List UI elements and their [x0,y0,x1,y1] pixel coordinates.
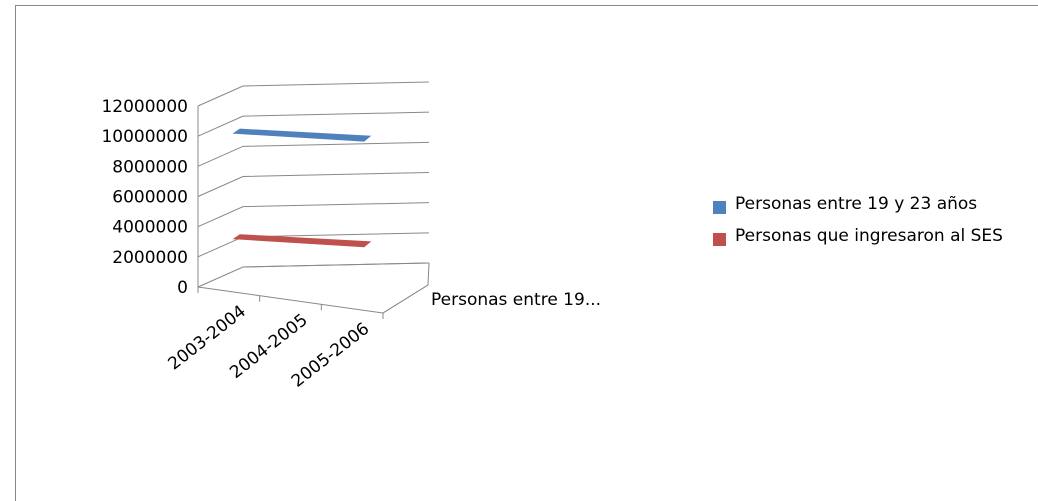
y-tick-label: 6000000 [112,188,188,208]
series-line-1 [232,128,372,142]
y-tick-label: 8000000 [112,157,188,177]
legend-item-series-1: Personas entre 19 y 23 años [713,193,1033,215]
gridline [197,202,430,228]
legend-swatch-red [713,233,726,246]
legend-item-series-2: Personas que ingresaron al SES [713,225,1033,247]
floor-right-edge [427,262,430,286]
gridline [197,232,430,258]
gridline [197,111,430,137]
gridline [197,81,430,107]
y-tick-label: 12000000 [101,97,188,117]
depth-axis-label: Personas entre 19... [431,290,601,310]
y-tick-label: 10000000 [101,127,188,147]
y-tick-label: 4000000 [112,218,188,238]
floor-back-edge [242,262,430,268]
series-line-2 [232,234,372,248]
gridline [197,262,430,288]
legend-label-1: Personas entre 19 y 23 años [735,194,978,214]
chart-area [15,5,1038,501]
legend-label-2: Personas que ingresaron al SES [735,226,1003,246]
legend: Personas entre 19 y 23 años Personas que… [713,193,1033,257]
gridline [197,172,430,197]
depth-axis-line [382,284,429,314]
y-tick-label: 2000000 [112,248,188,268]
y-tick-label: 0 [177,278,188,298]
gridline [197,141,430,167]
legend-swatch-blue [713,201,726,214]
